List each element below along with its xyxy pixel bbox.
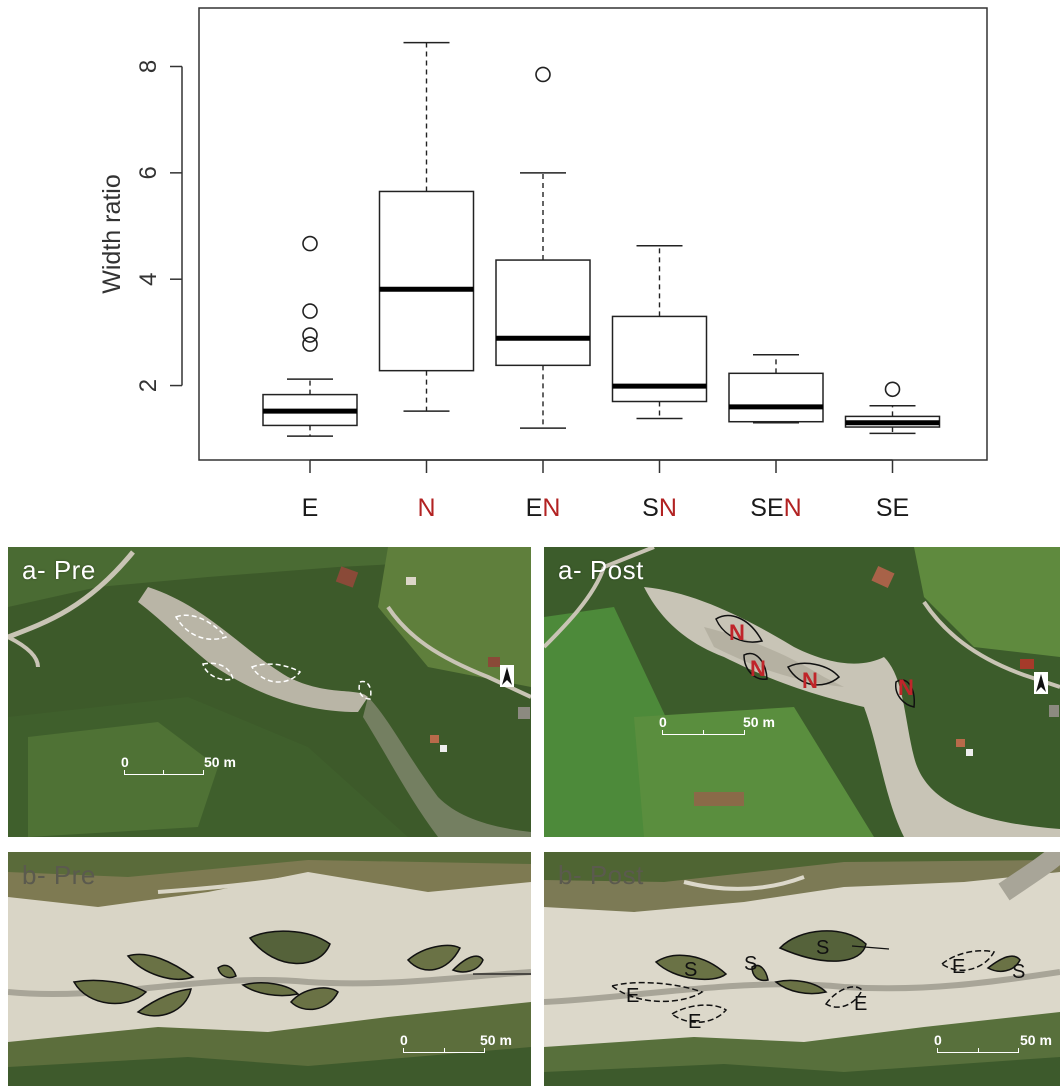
scale-zero-label: 0 — [121, 754, 129, 770]
scale-distance-label: 50 m — [743, 714, 775, 730]
marker-S-4: S — [1012, 961, 1025, 983]
box-SE — [844, 381, 941, 435]
outlier-point — [535, 66, 551, 83]
x-tick-label-EN: EN — [526, 494, 561, 522]
marker-N-2: N — [750, 656, 766, 681]
box-series — [262, 41, 941, 437]
marker-N-1: N — [729, 620, 745, 645]
box-SEN — [728, 353, 824, 424]
marker-E-2: E — [688, 1011, 701, 1033]
outlier-point — [302, 235, 318, 252]
iqr-box — [495, 259, 591, 367]
marker-S-3: S — [816, 937, 829, 959]
scale-bar-b-post: 0 50 m — [934, 1032, 1059, 1062]
marker-E-1: E — [626, 985, 639, 1007]
panel-label-a-pre: a- Pre — [22, 555, 96, 585]
iqr-box — [611, 315, 708, 403]
aerial-image-a-pre — [8, 547, 531, 837]
scale-zero-label: 0 — [934, 1032, 942, 1048]
x-axis: E N EN SN SEN SE — [302, 459, 909, 522]
marker-S-2: S — [744, 953, 757, 975]
box-N — [378, 41, 475, 412]
panel-label-a-post: a- Post — [558, 555, 644, 585]
outlier-point — [302, 327, 318, 343]
photo-a-post: N N N N a- Post 0 50 m — [544, 547, 1060, 837]
photo-b-post: S S S S E E E E b- Post 0 50 m — [544, 852, 1060, 1086]
north-arrow-icon — [1034, 672, 1048, 694]
y-axis-label: Width ratio — [98, 174, 126, 293]
y-tick-label: 6 — [135, 166, 162, 179]
x-tick-label-SE: SE — [876, 494, 909, 522]
marker-N-4: N — [898, 675, 914, 700]
north-arrow-icon — [500, 665, 514, 687]
y-axis: 2 4 6 8 — [135, 60, 183, 392]
scale-bar-b-pre: 0 50 m — [400, 1032, 512, 1062]
aerial-image-b-post: S S S S E E E E — [544, 852, 1060, 1086]
marker-E-4: E — [952, 956, 965, 978]
x-tick-label-SN: SN — [642, 494, 677, 522]
x-tick-label-N: N — [417, 494, 435, 522]
box-E — [262, 235, 358, 437]
scale-zero-label: 0 — [659, 714, 667, 730]
y-tick-label: 4 — [135, 273, 162, 286]
outlier-point — [884, 381, 901, 398]
x-tick-label-E: E — [302, 494, 319, 522]
box-EN — [495, 66, 591, 429]
box-SN — [611, 244, 708, 420]
photo-b-pre: b- Pre 0 50 m — [8, 852, 531, 1086]
y-tick-label: 8 — [135, 60, 162, 73]
outlier-point — [302, 303, 318, 319]
scale-distance-label: 50 m — [1020, 1032, 1052, 1048]
marker-S-1: S — [684, 959, 697, 981]
panel-label-b-post: b- Post — [558, 860, 644, 890]
plot-frame — [198, 7, 988, 461]
photo-a-pre: a- Pre 0 50 m — [8, 547, 531, 837]
scale-line — [124, 774, 204, 775]
panel-label-b-pre: b- Pre — [22, 860, 96, 890]
x-tick-label-SEN: SEN — [750, 494, 801, 522]
iqr-box — [378, 190, 475, 372]
y-tick-label: 2 — [135, 379, 162, 392]
iqr-box — [728, 372, 824, 423]
marker-N-3: N — [802, 668, 818, 693]
outlier-point — [302, 336, 318, 352]
marker-E-3: E — [854, 993, 867, 1015]
scale-bar-a-post: 0 50 m — [659, 714, 775, 744]
aerial-image-a-post: N N N N — [544, 547, 1060, 837]
aerial-image-b-pre — [8, 852, 531, 1086]
scale-distance-label: 50 m — [204, 754, 236, 770]
scale-bar-a-pre: 0 50 m — [121, 754, 236, 784]
scale-distance-label: 50 m — [480, 1032, 512, 1048]
scale-zero-label: 0 — [400, 1032, 408, 1048]
